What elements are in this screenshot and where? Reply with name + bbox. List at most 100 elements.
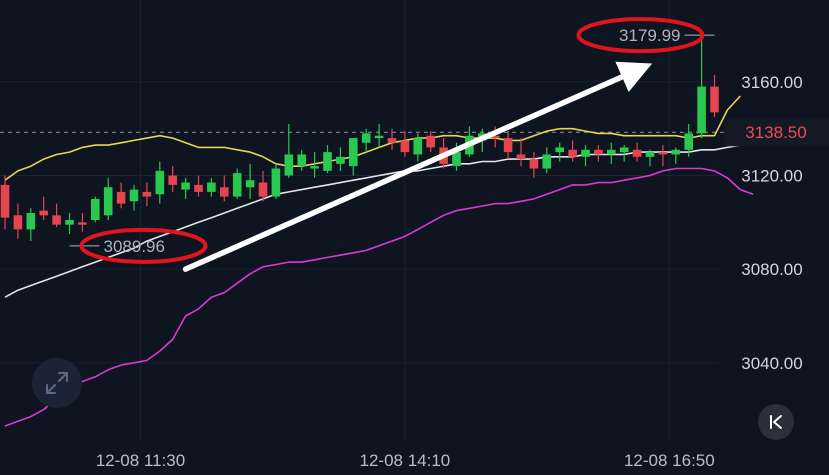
candle-body (207, 182, 216, 192)
y-tick-label: 3040.00 (741, 354, 802, 373)
candle (258, 170, 268, 202)
annotations: 3089.96 3179.99 (69, 17, 715, 272)
candle (387, 128, 397, 150)
candle-body (323, 152, 332, 171)
candle-body (310, 166, 319, 169)
candle (658, 145, 668, 167)
candle-body (645, 152, 655, 157)
candle-body (581, 149, 590, 157)
candle (671, 147, 681, 164)
candle (361, 128, 371, 153)
y-tick-label: 3080.00 (741, 260, 802, 279)
candle-body (374, 135, 384, 139)
extreme-label: 3089.96 (104, 237, 165, 256)
candle-body (129, 189, 139, 202)
candle-body (232, 173, 242, 197)
candle (594, 145, 603, 162)
candle (297, 149, 306, 171)
candle (684, 124, 693, 157)
expand-icon (46, 372, 68, 394)
candle (65, 212, 74, 235)
candle-body (568, 149, 577, 157)
candle (413, 133, 423, 162)
candle-body (697, 86, 706, 134)
candle (207, 177, 216, 197)
candle (129, 184, 139, 211)
candle (374, 124, 384, 148)
candle (619, 145, 629, 162)
candle (271, 163, 281, 199)
grid-lines (0, 0, 718, 440)
candle (116, 182, 126, 209)
candle (310, 152, 319, 178)
candle-body (349, 138, 358, 167)
candle (581, 145, 590, 167)
candle (78, 212, 87, 232)
indicator-line-3 (4, 167, 754, 427)
candle (400, 131, 410, 157)
candle-body (168, 175, 177, 185)
highlight-circle (79, 227, 208, 264)
candle (142, 182, 152, 206)
candle (13, 203, 23, 239)
candle-body (297, 154, 306, 167)
candle-body (26, 212, 36, 230)
candle-body (181, 182, 190, 190)
indicator-line-1 (4, 95, 741, 181)
highlight-circle (576, 17, 705, 54)
candle (645, 149, 655, 167)
candle-body (220, 187, 229, 197)
candle (568, 140, 577, 162)
candle (529, 152, 539, 178)
candle-body (65, 220, 74, 225)
candle (91, 196, 100, 223)
candle-body (542, 154, 552, 169)
y-tick-label: 3120.00 (741, 167, 802, 186)
candle-body (194, 184, 203, 192)
candle-body (142, 191, 152, 197)
candle (39, 196, 48, 220)
candle-body (271, 168, 281, 197)
candle (632, 142, 642, 162)
candle (220, 175, 229, 202)
candle-body (490, 135, 500, 139)
candle-body (387, 138, 397, 143)
candle (542, 147, 552, 174)
candle-body (555, 147, 564, 153)
candle-body (78, 222, 87, 225)
extreme-annotation: 3089.96 (69, 227, 208, 264)
candle-body (0, 184, 10, 218)
candle-body (336, 156, 345, 164)
candle-body (632, 149, 642, 157)
candle-body (607, 149, 616, 155)
expand-button[interactable] (32, 358, 82, 408)
y-tick-label: 3160.00 (741, 73, 802, 92)
candle-body (103, 187, 113, 216)
candle-body (671, 149, 681, 155)
candle-body (39, 210, 48, 216)
extreme-annotation: 3179.99 (576, 17, 715, 54)
x-axis: 12-08 11:30 12-08 14:10 12-08 16:50 (96, 451, 715, 470)
candle-body (413, 138, 423, 155)
candle-body (116, 191, 126, 204)
candle (245, 163, 255, 199)
candle (336, 147, 345, 171)
candle (555, 142, 564, 162)
candle (181, 177, 190, 199)
candle-body (684, 133, 693, 150)
candle-body (13, 215, 23, 230)
collapse-left-button[interactable] (758, 404, 794, 440)
candle-body (426, 135, 435, 148)
candle-body (529, 159, 539, 169)
candle-body (258, 182, 268, 197)
indicator-lines (4, 95, 754, 427)
candle (349, 138, 358, 176)
price-tag-background (724, 118, 829, 147)
candle-body (52, 215, 61, 225)
candle-body (452, 152, 461, 167)
candle (426, 131, 435, 153)
candle (232, 168, 242, 199)
candle-body (155, 170, 165, 195)
candle-body (594, 149, 603, 155)
